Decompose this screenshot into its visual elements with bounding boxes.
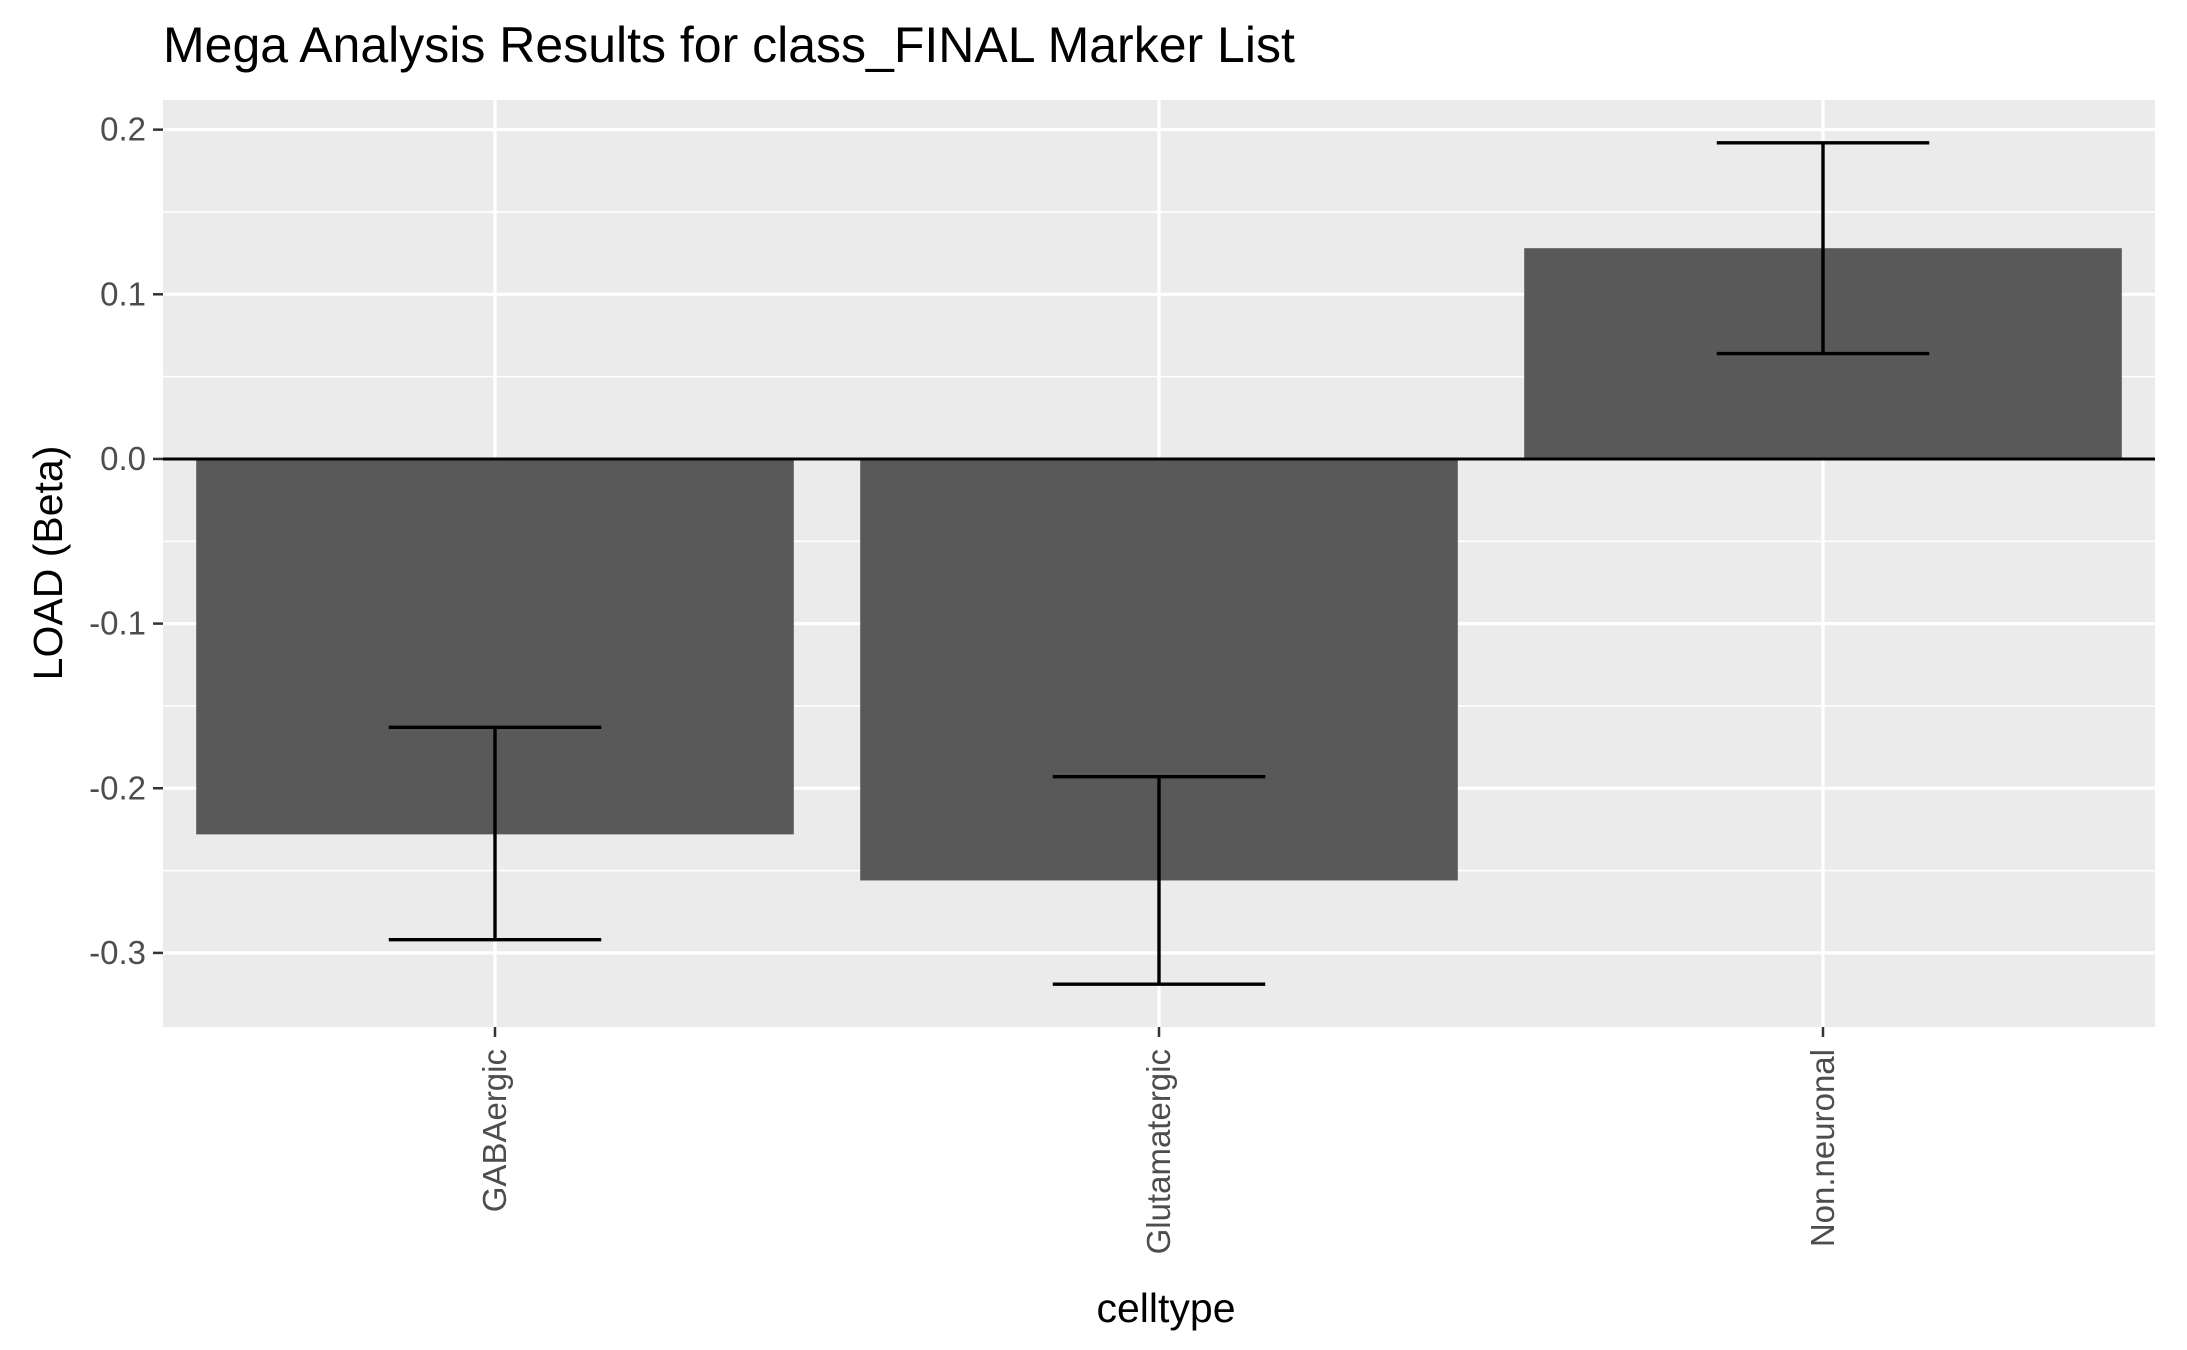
chart-title: Mega Analysis Results for class_FINAL Ma…: [163, 17, 1295, 73]
error-bar-non-neuronal: [1716, 141, 1930, 356]
y-tick-label: 0.0: [100, 440, 146, 477]
error-bar-gabaergic: [388, 725, 602, 942]
x-tick-label: GABAergic: [476, 1049, 513, 1212]
x-tick-label: Glutamatergic: [1140, 1049, 1177, 1254]
x-axis-title: celltype: [1096, 1285, 1235, 1331]
error-bar-glutamatergic: [1052, 775, 1266, 986]
y-tick-label: -0.1: [89, 605, 146, 642]
y-tick-label: 0.2: [100, 111, 146, 148]
error-bars: [388, 141, 1930, 986]
y-tick-label: -0.2: [89, 769, 146, 806]
x-axis: GABAergic Glutamatergic Non.neuronal: [476, 1027, 1841, 1254]
y-axis-title: LOAD (Beta): [25, 446, 71, 681]
x-tick-label: Non.neuronal: [1804, 1049, 1841, 1247]
y-tick-label: 0.1: [100, 275, 146, 312]
y-axis: -0.3 -0.2 -0.1 0.0 0.1 0.2: [89, 111, 163, 971]
y-tick-label: -0.3: [89, 934, 146, 971]
